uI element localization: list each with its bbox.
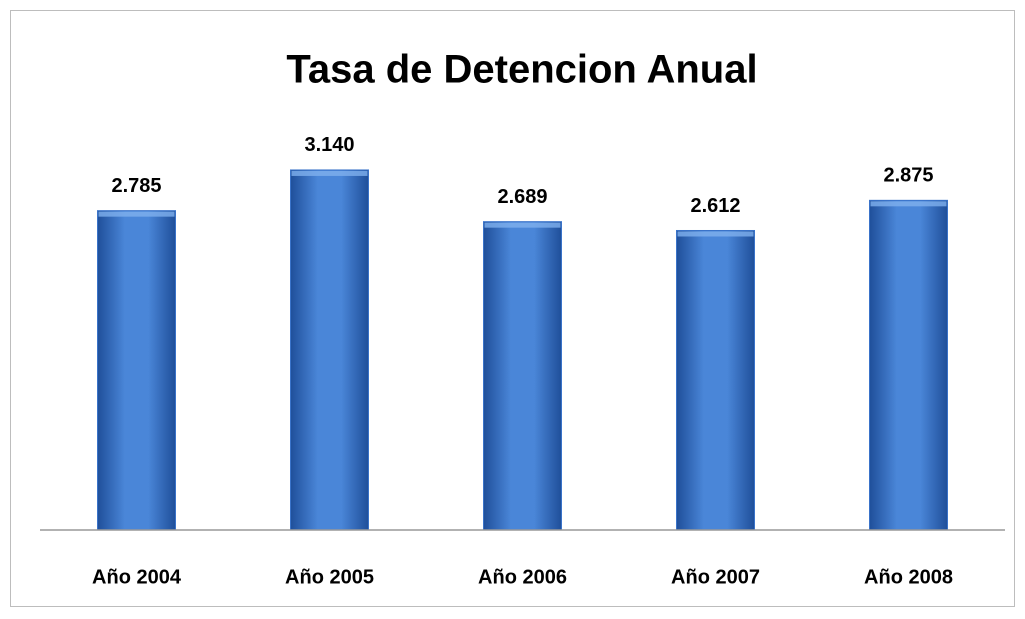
bar-bevel [291,170,368,176]
bar [869,199,948,531]
bar [676,229,755,531]
chart-title: Tasa de Detencion Anual [286,48,757,92]
bar-bevel [98,211,175,217]
bar [483,221,562,531]
bar-bevel [677,231,754,237]
x-tick-label: Año 2007 [671,566,760,588]
bar-bevel [870,201,947,207]
value-label: 2.785 [111,175,161,197]
value-label: 2.689 [497,186,547,208]
x-tick-label: Año 2008 [864,566,953,588]
value-label: 2.875 [883,165,933,187]
x-tick-label: Año 2006 [478,566,567,588]
bar [290,169,369,531]
x-tick-label: Año 2004 [92,566,182,588]
bar-bevel [484,222,561,228]
bar [97,210,176,531]
value-label: 3.140 [304,134,354,156]
value-label: 2.612 [690,195,740,217]
x-tick-label: Año 2005 [285,566,374,588]
